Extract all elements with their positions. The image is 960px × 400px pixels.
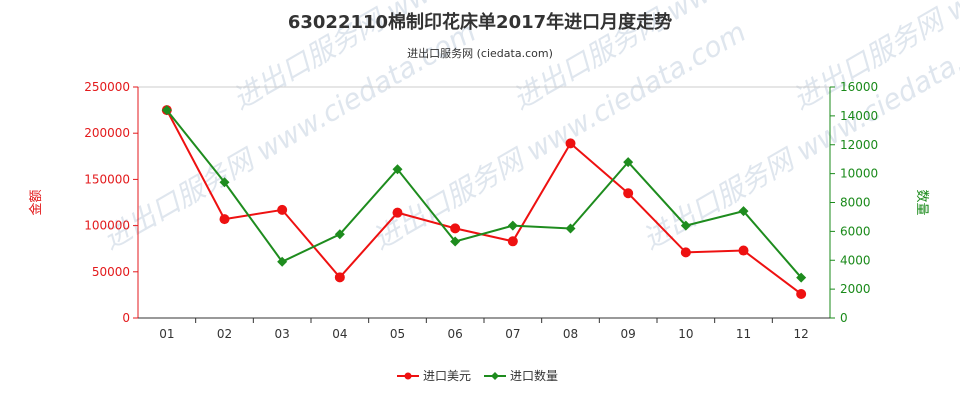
x-tick-label: 04 [332,327,347,341]
x-tick-label: 03 [275,327,290,341]
series-0-point[interactable] [738,245,749,256]
series-1-point[interactable] [334,229,345,240]
left-tick-label: 150000 [84,172,130,186]
x-tick-label: 12 [794,327,809,341]
x-tick-label: 05 [390,327,405,341]
legend-swatch-marker [404,372,412,380]
series-line-1 [166,109,802,279]
right-tick-label: 8000 [840,196,871,210]
right-tick-label: 12000 [840,138,878,152]
left-tick-label: 50000 [92,265,130,279]
series-0-point[interactable] [219,214,230,225]
series-0-point[interactable] [623,188,634,199]
series-0-point[interactable] [796,288,807,299]
right-tick-label: 14000 [840,109,878,123]
series-0-point[interactable] [334,272,345,283]
legend-item-1[interactable]: 进口数量 [484,368,558,383]
chart-subtitle: 进出口服务网 (ciedata.com) [407,46,553,60]
right-tick-label: 2000 [840,282,871,296]
left-axis-title: 金额 [28,189,44,215]
series-1-point[interactable] [738,206,749,217]
legend-label: 进口美元 [423,369,471,383]
series-1-point[interactable] [277,256,288,267]
plot-area: 0 50000 100000 150000 200000 250000 0 2000 4000 6… [28,80,929,341]
series-1-point[interactable] [392,164,403,175]
x-tick-label: 11 [736,327,751,341]
legend-item-0[interactable]: 进口美元 [397,369,471,383]
right-axis-title: 数量 [914,189,929,215]
right-tick-label: 10000 [840,167,878,181]
series-1-point[interactable] [680,220,691,231]
series-1-point[interactable] [450,236,461,247]
series-1-point[interactable] [796,272,807,283]
right-tick-label: 6000 [840,224,871,238]
legend-label: 进口数量 [510,368,558,383]
right-tick-label: 16000 [840,80,878,94]
series-1-point[interactable] [623,157,634,168]
x-tick-label: 02 [217,327,232,341]
series-0-point[interactable] [277,204,288,215]
left-tick-label: 0 [122,311,130,325]
right-tick-label: 0 [840,311,848,325]
left-tick-label: 200000 [84,126,130,140]
right-tick-label: 4000 [840,253,871,267]
series-0-point[interactable] [507,236,518,247]
chart-title: 63022110棉制印花床单2017年进口月度走势 [288,11,672,33]
x-tick-label: 09 [621,327,636,341]
series-line-0 [165,109,802,295]
left-tick-label: 100000 [84,219,130,233]
x-tick-label: 06 [448,327,463,341]
series-0-point[interactable] [450,223,461,234]
series-1-point[interactable] [161,105,172,116]
series-0-point[interactable] [392,207,403,218]
legend[interactable]: 进口美元 进口数量 [397,368,558,383]
series-0-point[interactable] [565,138,576,149]
left-tick-label: 250000 [84,80,130,94]
x-tick-label: 07 [505,327,520,341]
x-tick-label: 08 [563,327,578,341]
series-1-point[interactable] [565,223,576,234]
series-1-point[interactable] [507,220,518,231]
legend-swatch-marker [491,372,499,380]
x-tick-label: 10 [678,327,693,341]
series-1-point[interactable] [219,177,230,188]
x-tick-label: 01 [159,327,174,341]
series-0-point[interactable] [680,247,691,258]
